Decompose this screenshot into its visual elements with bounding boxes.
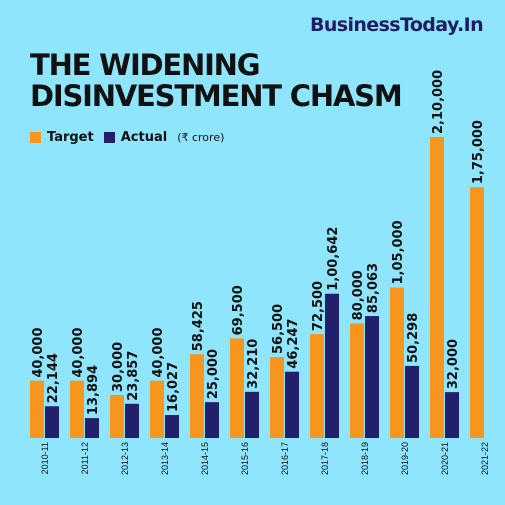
legend-label-target: Target bbox=[47, 129, 94, 145]
bar-actual-2018-19 bbox=[365, 316, 379, 438]
bar-actual-2015-16 bbox=[245, 391, 259, 438]
data-label-actual-2019-20: 50,298 bbox=[406, 313, 421, 363]
data-label-target-2015-16: 69,500 bbox=[231, 285, 246, 335]
bar-actual-2017-18 bbox=[325, 293, 339, 438]
bar-target-2017-18 bbox=[310, 334, 324, 438]
bar-target-2020-21 bbox=[430, 137, 444, 438]
legend-label-actual: Actual bbox=[120, 129, 168, 145]
data-label-actual-2010-11: 22,144 bbox=[46, 353, 61, 403]
x-tick-label-2015-16: 2015-16 bbox=[240, 442, 250, 475]
bar-actual-2012-13 bbox=[125, 403, 139, 438]
bar-actual-2011-12 bbox=[85, 418, 99, 438]
legend-swatch-target bbox=[30, 131, 41, 143]
bar-target-2021-22 bbox=[470, 187, 484, 438]
chart-legend: Target Actual (₹ crore) bbox=[30, 128, 224, 146]
chart-title-line-2: DISINVESTMENT CHASM bbox=[30, 79, 403, 113]
bar-target-2012-13 bbox=[110, 395, 124, 438]
x-tick-label-2020-21: 2020-21 bbox=[440, 442, 450, 475]
data-label-target-2016-17: 56,500 bbox=[271, 304, 286, 354]
bar-target-2013-14 bbox=[150, 380, 164, 438]
data-label-target-2021-22: 1,75,000 bbox=[471, 120, 486, 184]
data-label-target-2011-12: 40,000 bbox=[71, 327, 86, 377]
data-label-actual-2016-17: 46,247 bbox=[286, 319, 301, 369]
data-label-actual-2018-19: 85,063 bbox=[366, 263, 381, 313]
bar-actual-2016-17 bbox=[285, 371, 299, 438]
bar-target-2011-12 bbox=[70, 380, 84, 438]
data-label-actual-2020-21: 32,000 bbox=[446, 339, 461, 389]
data-label-target-2013-14: 40,000 bbox=[151, 327, 166, 377]
bar-target-2018-19 bbox=[350, 323, 364, 438]
bar-actual-2020-21 bbox=[445, 392, 459, 438]
legend-swatch-actual bbox=[103, 131, 115, 143]
chart-title: THE WIDENING DISINVESTMENT CHASM bbox=[30, 48, 403, 113]
data-label-actual-2013-14: 16,027 bbox=[166, 362, 181, 412]
bar-target-2019-20 bbox=[390, 287, 404, 438]
data-label-actual-2012-13: 23,857 bbox=[126, 351, 141, 401]
x-tick-label-2019-20: 2019-20 bbox=[400, 442, 410, 475]
data-label-actual-2011-12: 13,894 bbox=[86, 365, 101, 415]
x-tick-label-2016-17: 2016-17 bbox=[280, 442, 290, 475]
x-tick-label-2017-18: 2017-18 bbox=[320, 442, 330, 475]
bar-actual-2019-20 bbox=[405, 365, 419, 438]
x-tick-label-2012-13: 2012-13 bbox=[120, 442, 130, 475]
bar-target-2010-11 bbox=[30, 380, 44, 438]
data-label-actual-2017-18: 1,00,642 bbox=[326, 227, 341, 291]
x-tick-label-2018-19: 2018-19 bbox=[360, 442, 370, 475]
data-label-target-2014-15: 58,425 bbox=[191, 301, 206, 351]
brand-logo: BusinessToday.In bbox=[309, 14, 484, 36]
data-label-target-2012-13: 30,000 bbox=[111, 342, 126, 392]
data-label-target-2020-21: 2,10,000 bbox=[431, 70, 446, 134]
bar-actual-2010-11 bbox=[45, 406, 59, 438]
bar-target-2014-15 bbox=[190, 354, 204, 438]
x-tick-label-2011-12: 2011-12 bbox=[80, 442, 90, 474]
chart-title-line-1: THE WIDENING bbox=[30, 48, 261, 82]
x-tick-label-2010-11: 2010-11 bbox=[40, 442, 50, 474]
data-label-target-2017-18: 72,500 bbox=[311, 281, 326, 331]
legend-unit: (₹ crore) bbox=[177, 130, 225, 144]
data-label-target-2018-19: 80,000 bbox=[351, 270, 366, 320]
bar-actual-2013-14 bbox=[165, 415, 179, 438]
legend-item-target: Target bbox=[30, 130, 94, 145]
bar-target-2015-16 bbox=[230, 338, 244, 438]
data-label-actual-2015-16: 32,210 bbox=[246, 339, 261, 389]
bar-target-2016-17 bbox=[270, 357, 284, 438]
data-label-target-2019-20: 1,05,000 bbox=[391, 220, 406, 284]
legend-item-actual: Actual bbox=[103, 129, 168, 145]
data-label-target-2010-11: 40,000 bbox=[31, 327, 46, 377]
data-label-actual-2014-15: 25,000 bbox=[206, 349, 221, 399]
x-tick-label-2013-14: 2013-14 bbox=[160, 442, 170, 475]
x-tick-label-2021-22: 2021-22 bbox=[480, 442, 490, 475]
x-tick-label-2014-15: 2014-15 bbox=[200, 442, 210, 475]
bar-actual-2014-15 bbox=[205, 402, 219, 438]
